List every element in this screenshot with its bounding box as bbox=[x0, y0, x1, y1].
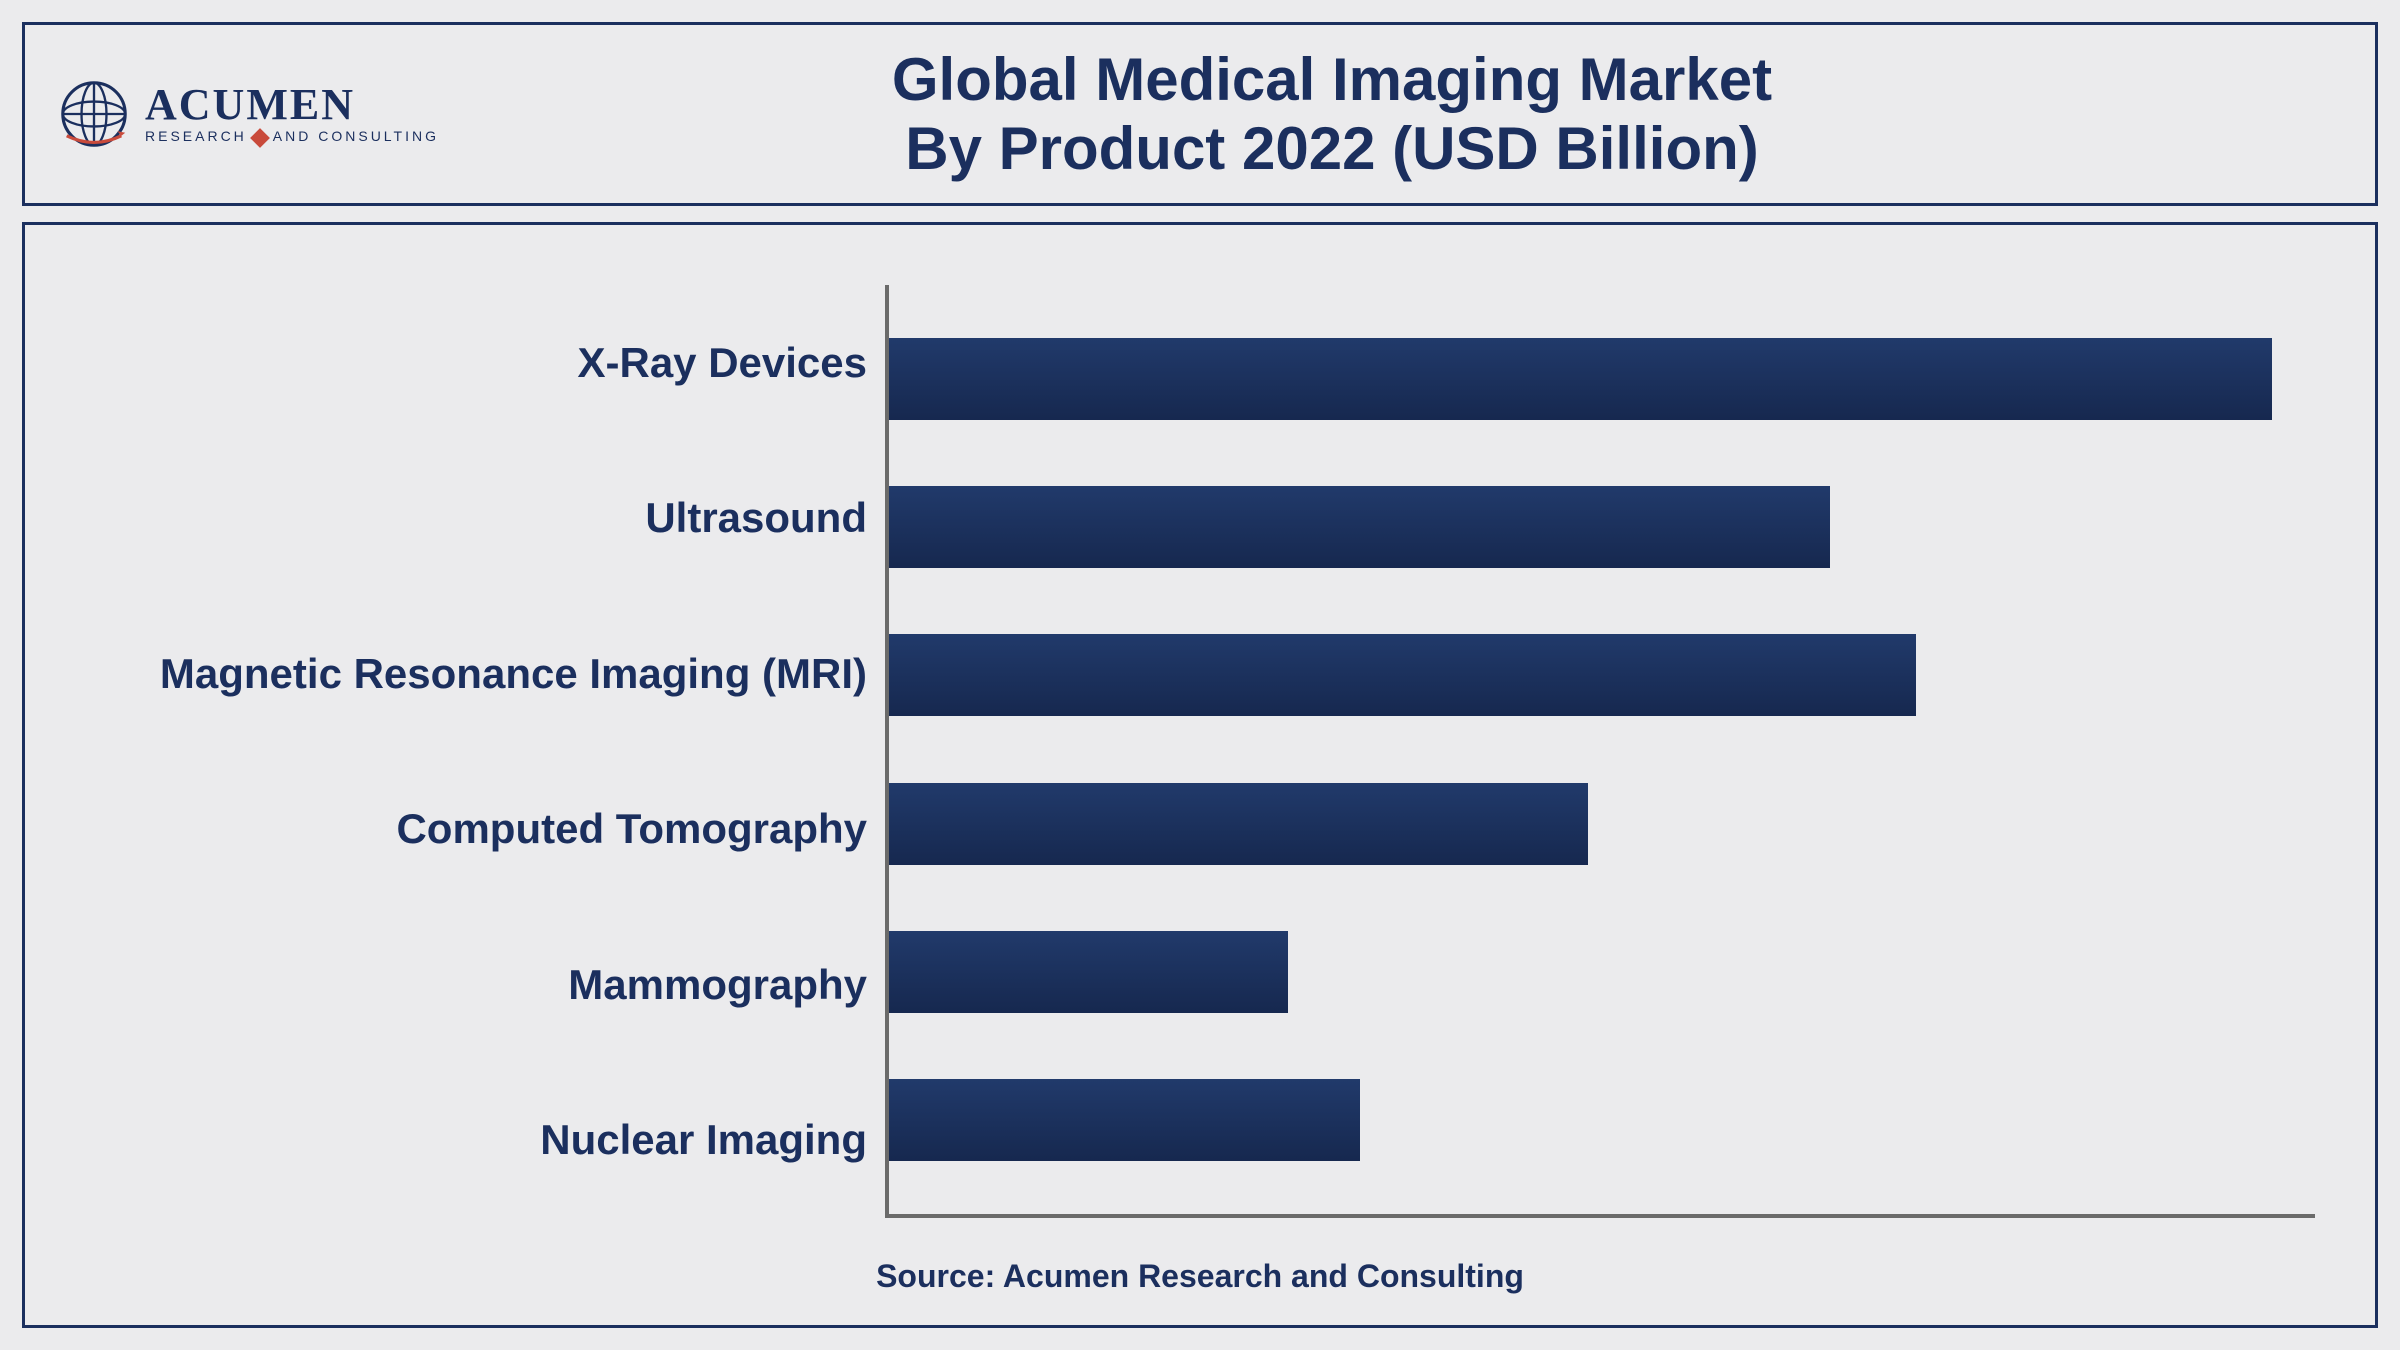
title-line-2: By Product 2022 (USD Billion) bbox=[905, 115, 1758, 182]
outer-frame: ACUMEN RESEARCH AND CONSULTING Global Med… bbox=[22, 22, 2378, 1328]
category-label: Mammography bbox=[85, 935, 867, 1035]
bar-row bbox=[889, 774, 2315, 874]
logo-main: ACUMEN bbox=[145, 83, 439, 127]
plot-area: X-Ray Devices Ultrasound Magnetic Resona… bbox=[85, 285, 2315, 1218]
logo: ACUMEN RESEARCH AND CONSULTING bbox=[55, 75, 439, 153]
diamond-icon bbox=[250, 128, 270, 148]
bar bbox=[889, 1079, 1360, 1161]
bar-row bbox=[889, 625, 2315, 725]
source-text: Source: Acumen Research and Consulting bbox=[85, 1258, 2315, 1295]
bar-row bbox=[889, 1070, 2315, 1170]
category-label: Magnetic Resonance Imaging (MRI) bbox=[85, 624, 867, 724]
bar bbox=[889, 634, 1916, 716]
bar-row bbox=[889, 329, 2315, 429]
globe-icon bbox=[55, 75, 133, 153]
category-label: Ultrasound bbox=[85, 468, 867, 568]
bar bbox=[889, 783, 1588, 865]
header-box: ACUMEN RESEARCH AND CONSULTING Global Med… bbox=[22, 22, 2378, 206]
logo-text: ACUMEN RESEARCH AND CONSULTING bbox=[145, 83, 439, 144]
bar-row bbox=[889, 922, 2315, 1022]
category-label: X-Ray Devices bbox=[85, 313, 867, 413]
category-label: Computed Tomography bbox=[85, 779, 867, 879]
bar bbox=[889, 338, 2272, 420]
logo-sub-prefix: RESEARCH bbox=[145, 128, 247, 144]
logo-tagline: RESEARCH AND CONSULTING bbox=[145, 129, 439, 144]
bar-row bbox=[889, 477, 2315, 577]
logo-sub-suffix: AND CONSULTING bbox=[273, 128, 439, 144]
chart-box: X-Ray Devices Ultrasound Magnetic Resona… bbox=[22, 222, 2378, 1328]
bars-area bbox=[885, 285, 2315, 1218]
category-label: Nuclear Imaging bbox=[85, 1090, 867, 1190]
chart-title: Global Medical Imaging Market By Product… bbox=[439, 45, 2225, 183]
y-axis-labels: X-Ray Devices Ultrasound Magnetic Resona… bbox=[85, 285, 885, 1218]
title-line-1: Global Medical Imaging Market bbox=[892, 46, 1772, 113]
bar bbox=[889, 486, 1830, 568]
bar bbox=[889, 931, 1288, 1013]
title-wrap: Global Medical Imaging Market By Product… bbox=[439, 45, 2345, 183]
